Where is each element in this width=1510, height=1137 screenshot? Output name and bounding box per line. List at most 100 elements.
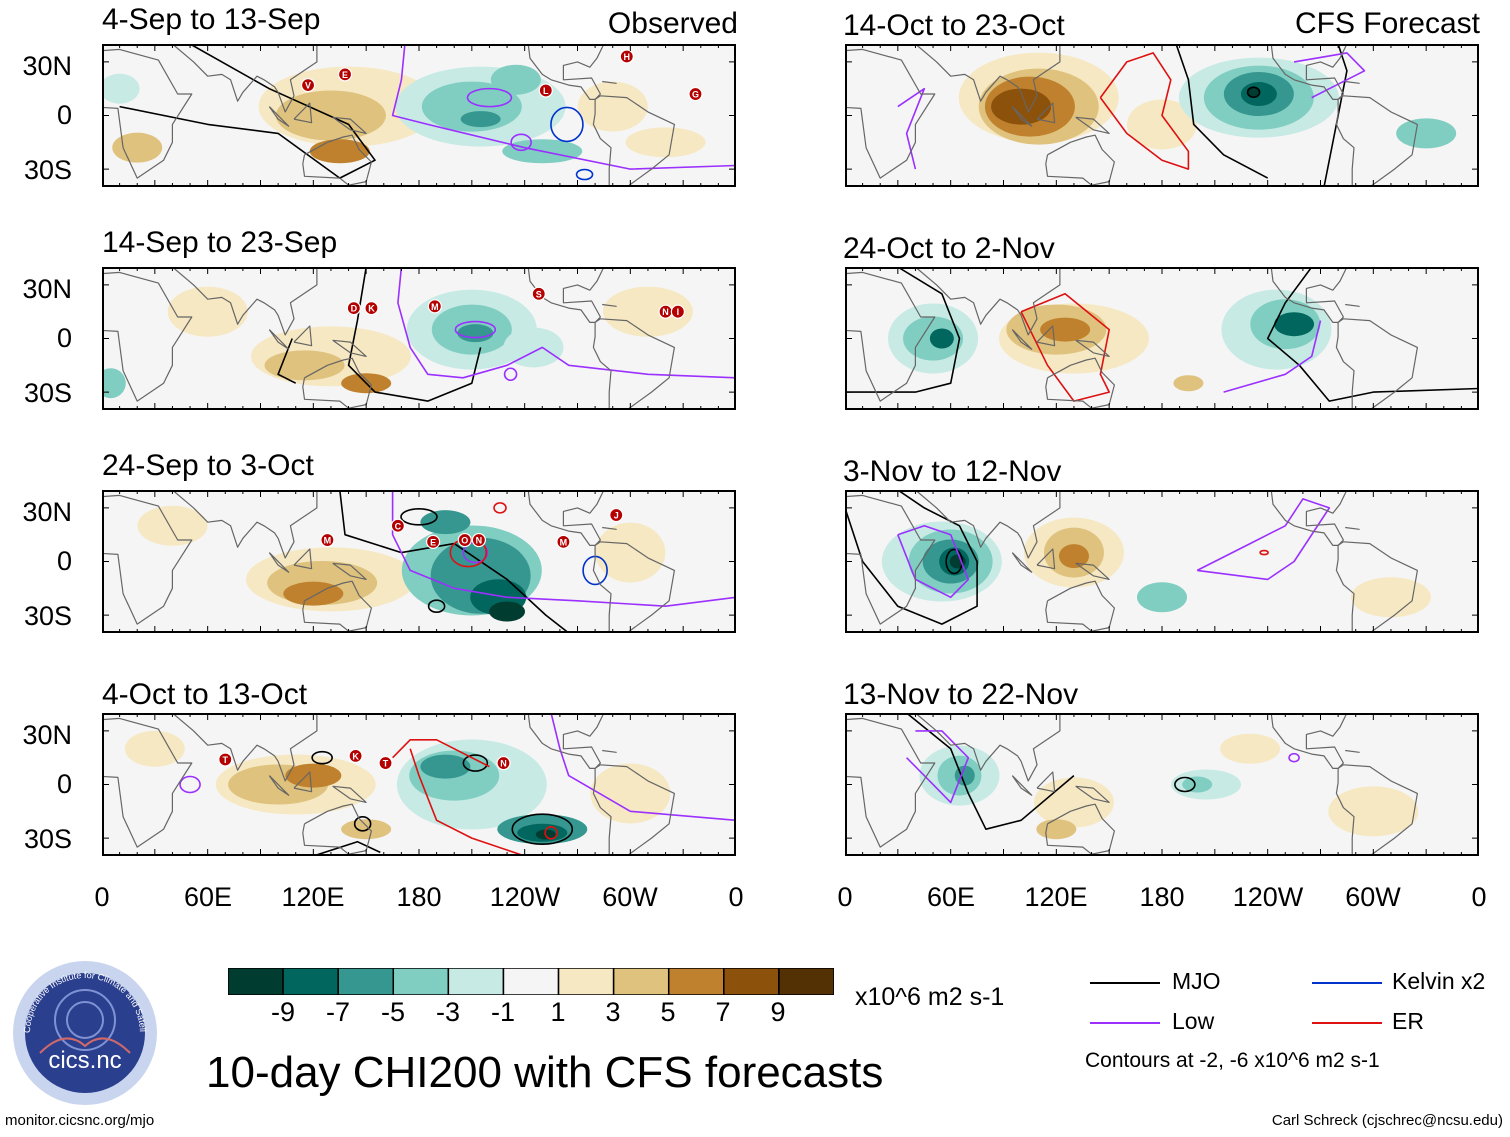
colorbar-label: 9 [770, 997, 786, 1027]
coastline [268, 106, 290, 127]
colorbar-swatch [337, 968, 395, 995]
storm-label: O [461, 536, 468, 546]
anomaly-shading [102, 368, 126, 399]
colorbar-swatch [723, 968, 780, 995]
observed-header: Observed [607, 7, 738, 40]
coastline [332, 116, 367, 134]
coastline [1335, 95, 1418, 187]
coastline [602, 526, 617, 530]
coastline [1036, 771, 1056, 793]
storm-label: N [476, 536, 483, 546]
low-contour [1293, 52, 1366, 99]
anomaly-shading [460, 111, 501, 128]
mjo-contour [119, 44, 376, 179]
anomaly-shading [1247, 87, 1260, 98]
anomaly-shading [102, 73, 140, 104]
mjo-contour [1323, 44, 1348, 187]
anomaly-shading [275, 90, 386, 141]
lon-label-right-120w: 120W [1232, 882, 1304, 912]
panel-title-obs3: 24-Sep to 3-Oct [102, 449, 314, 482]
coastline [1045, 357, 1115, 409]
coastline [147, 44, 318, 113]
panel-title-fc2: 24-Oct to 2-Nov [843, 232, 1055, 265]
legend-er-label: ER [1392, 1008, 1424, 1034]
coastline [1270, 490, 1348, 546]
legend-contour-note: Contours at -2, -6 x10^6 m2 s-1 [1085, 1049, 1380, 1072]
coastline [1011, 775, 1033, 796]
coastline [1335, 318, 1418, 410]
coastline [102, 48, 193, 179]
colorbar-label: -7 [325, 997, 350, 1027]
lat-label-eq: 0 [56, 100, 72, 130]
low-contour [906, 730, 970, 804]
legend-mjo-line [1090, 982, 1160, 984]
lat-label-30s: 30S [23, 155, 72, 185]
anomaly-shading [457, 324, 494, 343]
map-panel-fc1 [845, 44, 1479, 187]
storm-symbol [619, 49, 634, 64]
colorbar-label: 5 [660, 997, 676, 1027]
anomaly-shading [1033, 777, 1114, 828]
lon-label-left-120e: 120E [281, 882, 345, 912]
coastline [147, 267, 318, 336]
storm-symbol [390, 518, 405, 533]
colorbar [228, 968, 834, 995]
coastline [293, 548, 313, 570]
anomaly-shading [1220, 733, 1281, 764]
storm-label: N [500, 759, 507, 769]
coastline [527, 490, 605, 546]
storm-symbol [457, 532, 472, 548]
coastline [527, 44, 605, 100]
colorbar-swatch [282, 968, 339, 995]
storm-marker: M [427, 299, 442, 314]
map-panel-fc4 [845, 713, 1479, 856]
low-contour [397, 267, 736, 379]
mjo-contour [1174, 776, 1196, 793]
mjo-contour [511, 813, 574, 845]
storm-marker: O [457, 532, 472, 548]
coastline [1011, 106, 1033, 127]
er-contour [1099, 52, 1190, 170]
anomaly-shading [489, 601, 526, 622]
mjo-contour [845, 490, 978, 625]
storm-marker: D [346, 301, 361, 316]
storm-symbol [538, 83, 553, 98]
coastline [1075, 785, 1110, 803]
map-panel-obs3: M C E O N M J [102, 490, 736, 633]
panel-title-fc1: 14-Oct to 23-Oct [843, 9, 1065, 42]
map-panel-fc2 [845, 267, 1479, 410]
coastline [845, 717, 936, 848]
coastline [293, 102, 313, 124]
coastline [302, 134, 372, 186]
colorbar-label: -9 [270, 997, 295, 1027]
colorbar-swatch [447, 968, 505, 995]
anomaly-shading [1058, 544, 1089, 569]
anomaly-shading [490, 64, 541, 95]
storm-marker: V [300, 78, 316, 93]
coastline [147, 490, 318, 559]
anomaly-shading [590, 763, 671, 824]
colorbar-swatch [778, 968, 834, 995]
anomaly-shading [1182, 776, 1213, 793]
map-panel-fc3 [845, 490, 1479, 633]
storm-marker: S [531, 286, 546, 301]
coastline [1045, 580, 1115, 632]
mjo-contour [400, 508, 438, 526]
er-contour [493, 502, 507, 514]
storm-marker: M [320, 532, 335, 548]
colorbar-units: x10^6 m2 s-1 [855, 983, 1005, 1011]
main-title: 10-day CHI200 with CFS forecasts [206, 1048, 884, 1097]
legend-mjo-label: MJO [1172, 968, 1221, 994]
anomaly-shading [112, 132, 163, 163]
er-contour [409, 748, 525, 856]
panel-title-obs1: 4-Sep to 13-Sep [102, 3, 321, 36]
low-contour [466, 87, 513, 108]
coastline [890, 267, 1061, 336]
er-contour [1020, 293, 1110, 402]
mjo-contour [1175, 44, 1269, 179]
coastline [1036, 102, 1056, 124]
coastline [592, 95, 675, 187]
colorbar-label: -3 [435, 997, 460, 1027]
coastline [147, 713, 318, 782]
lat-label-30s: 30S [23, 824, 72, 854]
